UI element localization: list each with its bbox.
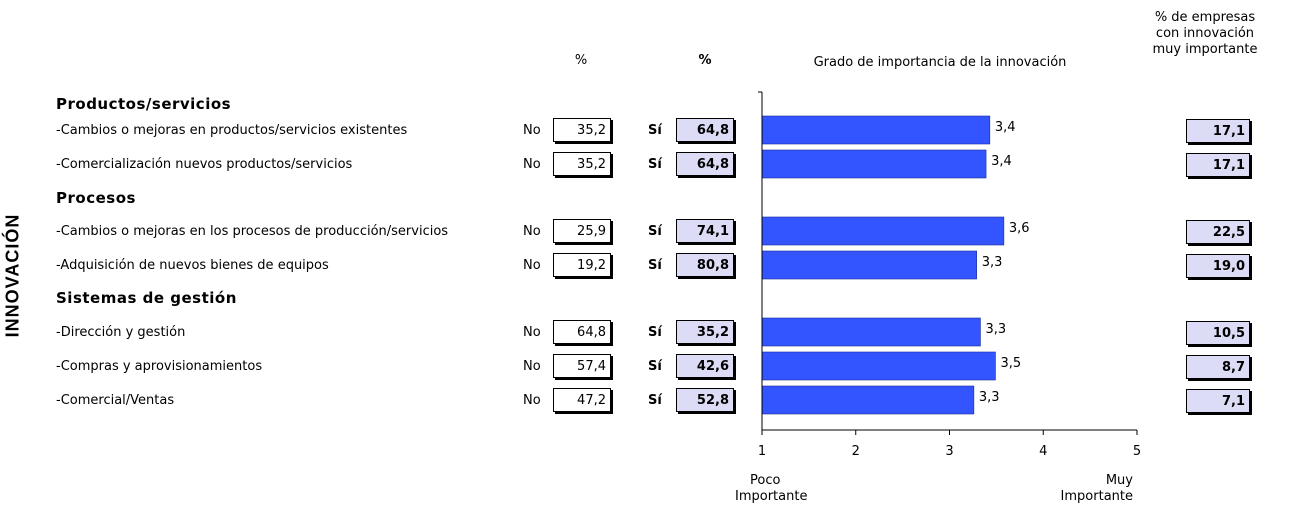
si-percent-header: %: [698, 53, 712, 68]
si-percent-box: 64,8: [676, 118, 734, 142]
muy-importante-percent-box: 17,1: [1186, 153, 1250, 177]
row-label: -Dirección y gestión: [56, 325, 186, 340]
si-label: Sí: [648, 123, 662, 138]
axis-end-label-right: Importante: [1061, 489, 1133, 504]
no-label: No: [523, 157, 541, 172]
x-tick-label: 1: [758, 444, 766, 459]
si-label: Sí: [648, 359, 662, 374]
bar: [761, 250, 977, 280]
no-percent-header: %: [574, 53, 588, 68]
no-label: No: [523, 224, 541, 239]
muy-importante-percent-box: 8,7: [1186, 355, 1250, 379]
si-label: Sí: [648, 224, 662, 239]
muy-importante-header-line-2: con innovación: [1155, 26, 1255, 41]
no-percent-box: 47,2: [553, 388, 611, 412]
si-percent-box: 74,1: [676, 219, 734, 243]
si-label: Sí: [648, 393, 662, 408]
muy-importante-percent-box: 17,1: [1186, 119, 1250, 143]
no-percent-box: 19,2: [553, 253, 611, 277]
row-label: -Cambios o mejoras en los procesos de pr…: [56, 224, 449, 239]
row-label: -Comercial/Ventas: [56, 393, 175, 408]
no-label: No: [523, 359, 541, 374]
axis-end-label-right: Muy: [1106, 473, 1133, 488]
no-label: No: [523, 393, 541, 408]
muy-importante-percent-box: 10,5: [1186, 321, 1250, 345]
no-percent-box: 57,4: [553, 354, 611, 378]
chart-title: Grado de importancia de la innovación: [813, 55, 1067, 70]
bar: [761, 149, 987, 179]
muy-importante-percent-box: 22,5: [1186, 220, 1250, 244]
bar: [761, 317, 981, 347]
si-percent-box: 80,8: [676, 253, 734, 277]
muy-importante-header-line-3: muy importante: [1152, 42, 1258, 57]
si-label: Sí: [648, 258, 662, 273]
section-procesos: Procesos: [56, 189, 136, 207]
row-label: -Comercialización nuevos productos/servi…: [56, 157, 353, 172]
si-percent-box: 35,2: [676, 320, 734, 344]
x-tick-label: 4: [1039, 444, 1047, 459]
no-percent-box: 35,2: [553, 118, 611, 142]
bar: [761, 385, 975, 415]
si-percent-box: 42,6: [676, 354, 734, 378]
axis-end-label-left: Poco: [750, 473, 780, 488]
bar-value-label: 3,4: [995, 120, 1016, 135]
section-productos-servicios: Productos/servicios: [56, 95, 232, 113]
bar-value-label: 3,4: [991, 154, 1012, 169]
no-label: No: [523, 123, 541, 138]
x-tick-label: 2: [852, 444, 860, 459]
muy-importante-percent-box: 7,1: [1186, 389, 1250, 413]
no-label: No: [523, 325, 541, 340]
si-label: Sí: [648, 157, 662, 172]
muy-importante-percent-box: 19,0: [1186, 254, 1250, 278]
no-percent-box: 25,9: [553, 219, 611, 243]
bar-value-label: 3,3: [979, 390, 1000, 405]
section-sistemas-gestion: Sistemas de gestión: [56, 289, 237, 307]
no-label: No: [523, 258, 541, 273]
muy-importante-header: % de empresas con innovación muy importa…: [1130, 10, 1280, 58]
bar-value-label: 3,5: [1000, 356, 1021, 371]
si-percent-box: 52,8: [676, 388, 734, 412]
x-tick-label: 5: [1133, 444, 1141, 459]
muy-importante-header-line-1: % de empresas: [1154, 10, 1256, 25]
row-label: -Adquisición de nuevos bienes de equipos: [56, 258, 329, 273]
bar: [761, 115, 991, 145]
bar: [761, 351, 996, 381]
axis-end-label-left: Importante: [735, 489, 807, 504]
row-label: -Compras y aprovisionamientos: [56, 359, 263, 374]
bar-value-label: 3,6: [1009, 221, 1030, 236]
bar-value-label: 3,3: [985, 322, 1006, 337]
bar-value-label: 3,3: [982, 255, 1003, 270]
si-label: Sí: [648, 325, 662, 340]
no-percent-box: 64,8: [553, 320, 611, 344]
bar: [761, 216, 1005, 246]
no-percent-box: 35,2: [553, 152, 611, 176]
x-tick-label: 3: [945, 444, 953, 459]
si-percent-box: 64,8: [676, 152, 734, 176]
row-label: -Cambios o mejoras en productos/servicio…: [56, 123, 408, 138]
